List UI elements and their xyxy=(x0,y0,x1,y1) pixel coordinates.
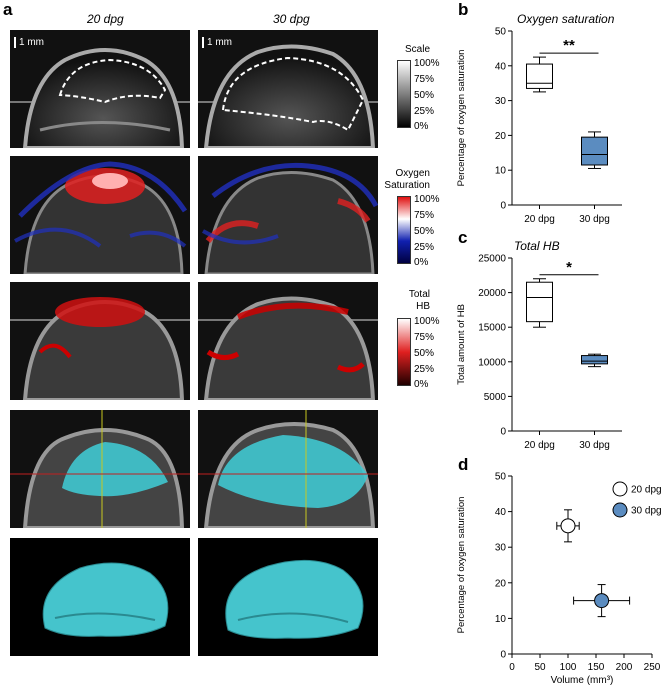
colorbar-hb xyxy=(397,318,411,386)
colorbar-oxygen-tick-100: 100% xyxy=(414,194,440,205)
chart-c-total-hb: c Total HB 0 5000 10000 15000 20000 25000 Total … xyxy=(456,228,622,451)
panel-b-label: b xyxy=(458,0,468,19)
y-tick-label: 15000 xyxy=(478,323,506,334)
data-point-20-dpg xyxy=(560,518,576,534)
box-20-dpg xyxy=(526,63,553,89)
colorbar-scale-tick-25: 25% xyxy=(414,106,435,117)
legend-label: 30 dpg xyxy=(631,506,662,517)
y-axis-label: Total amount of HB xyxy=(456,304,467,385)
legend-label: 20 dpg xyxy=(631,485,662,496)
significance-stars: ** xyxy=(563,37,575,54)
legend-marker-20-dpg xyxy=(612,481,628,497)
colorbar-oxygen xyxy=(397,196,411,264)
x-axis-label: Volume (mm³) xyxy=(551,675,614,685)
y-tick-label: 10 xyxy=(495,166,507,177)
y-tick-label: 30 xyxy=(495,543,507,554)
y-tick-label: 20 xyxy=(495,578,507,589)
x-tick-label: 200 xyxy=(616,662,633,673)
y-tick-label: 50 xyxy=(495,27,507,38)
scan-hb-30dpg xyxy=(198,282,378,400)
box-20-dpg xyxy=(526,281,553,323)
colorbar-hb-tick-25: 25% xyxy=(414,364,435,375)
colorbar-hb-tick-0: 0% xyxy=(414,379,429,390)
chart-c-title: Total HB xyxy=(514,239,560,253)
y-axis-label: Percentage of oxygen saturation xyxy=(456,497,467,634)
x-tick-label: 20 dpg xyxy=(524,214,555,225)
column-title-30dpg: 30 dpg xyxy=(273,12,310,26)
x-tick-label: 20 dpg xyxy=(524,440,555,451)
colorbar-oxygen-tick-50: 50% xyxy=(414,226,435,237)
colorbar-hb-tick-75: 75% xyxy=(414,332,435,343)
scan-3d-mesh-30dpg xyxy=(198,538,378,656)
y-tick-label: 0 xyxy=(500,201,506,212)
chart-b-oxygen-saturation: b Oxygen saturation 0 10 20 30 40 50 Percentage … xyxy=(456,0,622,225)
colorbar-oxygen-tick-75: 75% xyxy=(414,210,435,221)
data-point-30-dpg xyxy=(594,593,610,609)
scale-bar-20dpg: 1 mm xyxy=(14,37,44,48)
colorbar-oxygen-title: Oxygen Saturation xyxy=(384,168,430,191)
x-tick-label: 250 xyxy=(644,662,661,673)
x-tick-label: 0 xyxy=(509,662,515,673)
x-tick-label: 30 dpg xyxy=(579,214,610,225)
y-tick-label: 20000 xyxy=(478,288,506,299)
x-tick-label: 150 xyxy=(588,662,605,673)
scan-3d-mesh-20dpg xyxy=(10,538,190,656)
scan-bmode-30dpg: 1 mm xyxy=(198,30,378,148)
y-tick-label: 40 xyxy=(495,61,507,72)
scan-hb-20dpg xyxy=(10,282,190,400)
box-30-dpg xyxy=(581,136,608,166)
scan-oxygen-20dpg xyxy=(10,156,190,274)
y-tick-label: 20 xyxy=(495,131,507,142)
colorbar-hb-tick-50: 50% xyxy=(414,348,435,359)
y-tick-label: 25000 xyxy=(478,254,506,265)
significance-stars: * xyxy=(566,259,572,276)
y-tick-label: 30 xyxy=(495,96,507,107)
y-tick-label: 10 xyxy=(495,614,507,625)
colorbar-hb-title: Total HB xyxy=(408,289,430,312)
colorbar-scale-tick-50: 50% xyxy=(414,90,435,101)
y-tick-label: 0 xyxy=(500,650,506,661)
legend-marker-30-dpg xyxy=(612,502,628,518)
y-axis-label: Percentage of oxygen saturation xyxy=(456,50,467,187)
scan-segmentation-20dpg xyxy=(10,410,190,528)
colorbar-oxygen-tick-25: 25% xyxy=(414,242,435,253)
y-tick-label: 0 xyxy=(500,427,506,438)
chart-b-title: Oxygen saturation xyxy=(517,12,615,26)
scale-bar-30dpg: 1 mm xyxy=(202,37,232,48)
y-tick-label: 5000 xyxy=(484,392,507,403)
chart-d-volume-scatter: d 0 10 20 30 40 50 0 50 100 150 200 250 Percentage of… xyxy=(456,455,662,685)
colorbar-oxygen-tick-0: 0% xyxy=(414,257,429,268)
y-tick-label: 40 xyxy=(495,507,507,518)
colorbar-scale-title: Scale xyxy=(404,44,430,55)
panel-c-label: c xyxy=(458,228,467,247)
x-tick-label: 50 xyxy=(534,662,546,673)
x-tick-label: 30 dpg xyxy=(579,440,610,451)
box-30-dpg xyxy=(581,355,608,365)
colorbar-scale xyxy=(397,60,411,128)
panel-d-label: d xyxy=(458,455,468,474)
y-tick-label: 10000 xyxy=(478,357,506,368)
column-title-20dpg: 20 dpg xyxy=(87,12,124,26)
colorbar-scale-tick-100: 100% xyxy=(414,58,440,69)
scan-oxygen-30dpg xyxy=(198,156,378,274)
colorbar-hb-tick-100: 100% xyxy=(414,316,440,327)
colorbar-scale-tick-0: 0% xyxy=(414,121,429,132)
y-tick-label: 50 xyxy=(495,472,507,483)
scan-segmentation-30dpg xyxy=(198,410,378,528)
x-tick-label: 100 xyxy=(560,662,577,673)
colorbar-scale-tick-75: 75% xyxy=(414,74,435,85)
scan-bmode-20dpg: 1 mm xyxy=(10,30,190,148)
panel-a-label: a xyxy=(3,0,13,19)
